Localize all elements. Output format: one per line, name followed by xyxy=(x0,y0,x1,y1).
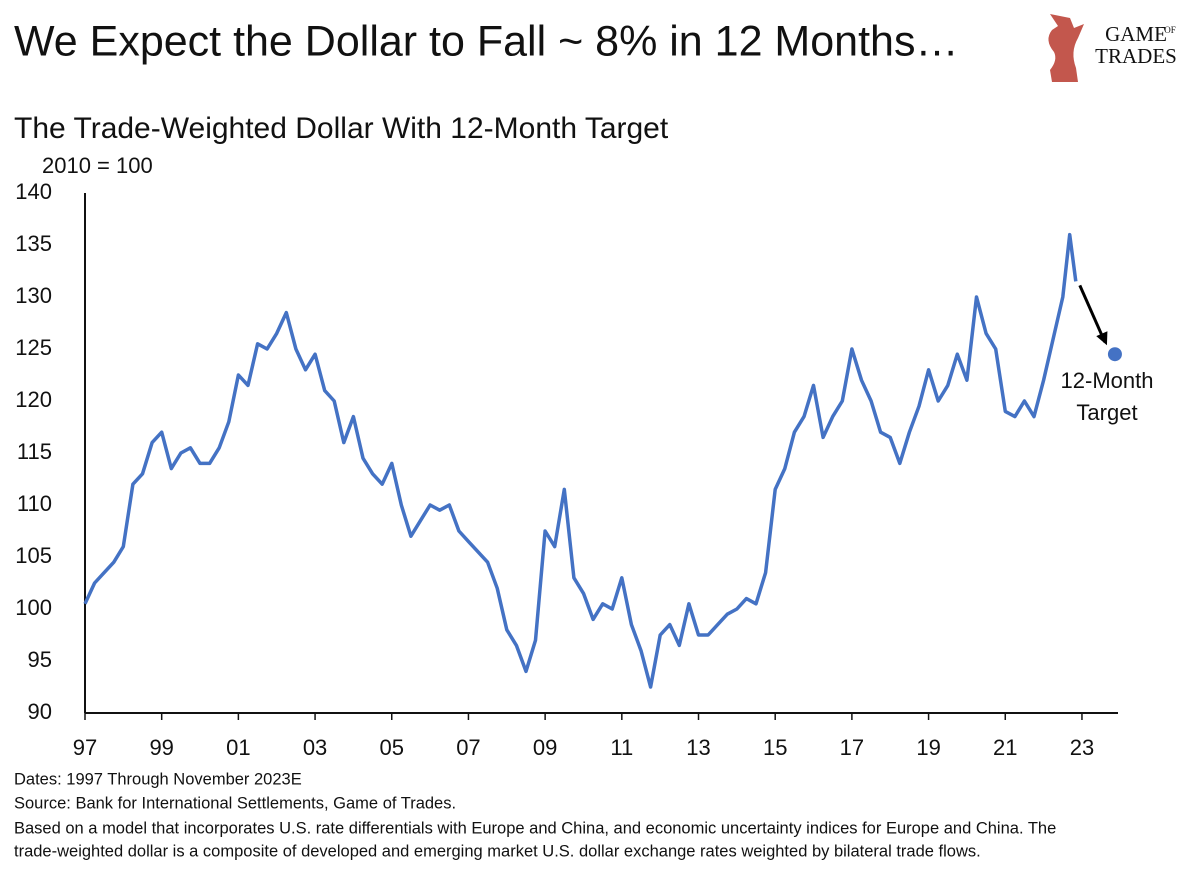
chart-subtitle: The Trade-Weighted Dollar With 12-Month … xyxy=(14,112,669,145)
target-point xyxy=(1107,347,1122,362)
x-tick-label: 17 xyxy=(840,735,864,760)
note: Dates: 1997 Through November 2023E xyxy=(14,770,302,788)
y-tick-label: 105 xyxy=(15,543,52,568)
y-tick-label: 125 xyxy=(15,335,52,360)
y-tick-label: 100 xyxy=(15,595,52,620)
note: Source: Bank for International Settlemen… xyxy=(14,794,456,812)
target-label: Target xyxy=(1076,400,1137,425)
y-tick-label: 135 xyxy=(15,231,52,256)
data-line xyxy=(83,232,1078,689)
logo: GAME OF TRADES xyxy=(1048,14,1177,82)
y-tick-label: 115 xyxy=(17,439,52,464)
note: trade-weighted dollar is a composite of … xyxy=(14,842,981,860)
logo-text: OF xyxy=(1164,25,1176,35)
x-tick-label: 97 xyxy=(73,735,97,760)
note: Based on a model that incorporates U.S. … xyxy=(14,819,1056,837)
arrow-head xyxy=(1096,331,1108,346)
y-tick-label: 120 xyxy=(15,387,52,412)
x-tick-label: 09 xyxy=(533,735,557,760)
logo-text: TRADES xyxy=(1095,44,1177,68)
y-unit: 2010 = 100 xyxy=(42,153,153,178)
x-tick-label: 99 xyxy=(149,735,173,760)
target-label: 12-Month xyxy=(1061,368,1154,393)
x-tick-label: 19 xyxy=(916,735,940,760)
y-tick-label: 110 xyxy=(17,491,52,516)
x-tick-label: 13 xyxy=(686,735,710,760)
x-tick-label: 23 xyxy=(1070,735,1094,760)
x-tick-label: 03 xyxy=(303,735,327,760)
x-tick-label: 11 xyxy=(610,735,633,760)
x-tick-label: 15 xyxy=(763,735,787,760)
chart-title: We Expect the Dollar to Fall ~ 8% in 12 … xyxy=(14,17,958,65)
y-tick-label: 140 xyxy=(15,179,52,204)
x-tick-label: 07 xyxy=(456,735,480,760)
y-tick-label: 90 xyxy=(28,699,52,724)
x-tick-label: 05 xyxy=(380,735,404,760)
y-tick-label: 95 xyxy=(28,647,52,672)
y-tick-label: 130 xyxy=(15,283,52,308)
target-arrow xyxy=(1078,284,1107,343)
x-tick-label: 21 xyxy=(993,735,1017,760)
logo-text: GAME xyxy=(1105,22,1167,46)
x-tick-label: 01 xyxy=(226,735,250,760)
logo-icon xyxy=(1048,14,1084,82)
